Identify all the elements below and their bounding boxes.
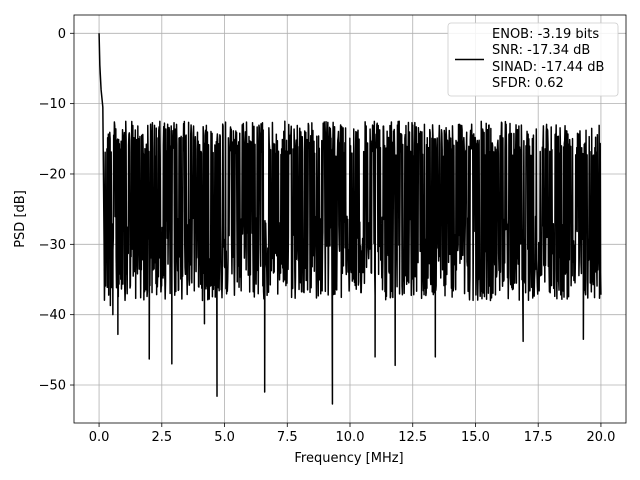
legend-box	[447, 22, 619, 97]
psd-series-line	[98, 33, 602, 405]
x-axis-label: Frequency [MHz]	[294, 451, 403, 466]
legend-enob: ENOB: -3.19 bits	[492, 27, 599, 42]
y-axis-label: PSD [dB]	[13, 190, 28, 248]
y-axis-ticks: 0 −10 −20 −30 −40 −50	[39, 27, 74, 394]
x-tick-label: 2.5	[151, 430, 172, 445]
x-tick-label: 0.0	[89, 430, 110, 445]
y-tick-label: −50	[39, 379, 66, 394]
plot-area	[98, 33, 602, 405]
y-tick-label: −20	[39, 167, 66, 182]
y-tick-label: 0	[58, 27, 66, 42]
x-tick-label: 10.0	[336, 430, 365, 445]
y-tick-label: −10	[39, 97, 66, 112]
legend-snr: SNR: -17.34 dB	[492, 43, 590, 58]
x-tick-label: 17.5	[524, 430, 553, 445]
legend-sfdr: SFDR: 0.62	[492, 76, 564, 91]
legend-sinad: SINAD: -17.44 dB	[492, 60, 604, 75]
x-tick-label: 20.0	[586, 430, 615, 445]
x-tick-label: 5.0	[214, 430, 235, 445]
y-tick-label: −40	[39, 308, 66, 323]
x-tick-label: 15.0	[461, 430, 490, 445]
y-tick-label: −30	[39, 238, 66, 253]
x-tick-label: 12.5	[398, 430, 427, 445]
x-tick-label: 7.5	[277, 430, 298, 445]
x-axis-ticks: 0.0 2.5 5.0 7.5 10.0 12.5 15.0 17.5 20.0	[89, 423, 615, 445]
legend: ENOB: -3.19 bits SNR: -17.34 dB SINAD: -…	[447, 22, 619, 97]
